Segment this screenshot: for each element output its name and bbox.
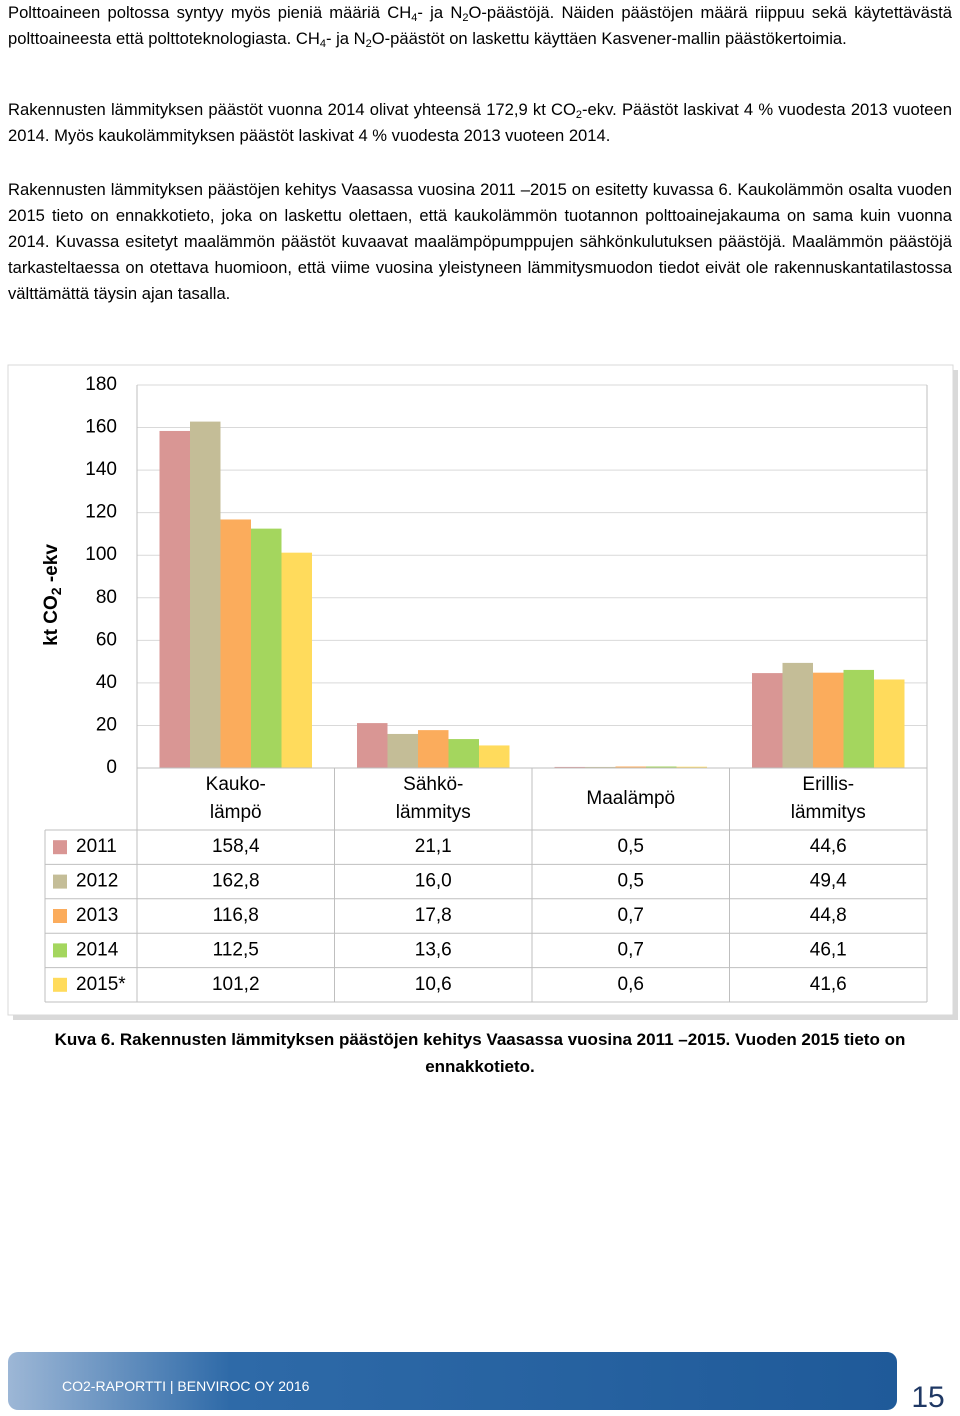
legend-swatch bbox=[53, 909, 67, 923]
bar bbox=[357, 723, 388, 768]
data-label: 112,5 bbox=[213, 939, 259, 960]
category-label: Erillis-lämmitys bbox=[791, 774, 866, 823]
legend-label: 2014 bbox=[76, 939, 119, 960]
data-label: 10,6 bbox=[415, 974, 452, 995]
y-axis-label: kt CO2 -ekv bbox=[41, 544, 64, 646]
category-label: Maalämpö bbox=[586, 788, 675, 809]
label-run: -ekv bbox=[41, 544, 62, 588]
chart: 0 20 40 60 80 100 120 140 160 180 kt CO2 -ekv Kauko… bbox=[7, 364, 958, 1020]
legend-swatch bbox=[53, 874, 67, 889]
y-tick-label: 0 bbox=[106, 757, 117, 778]
data-label: 13,6 bbox=[415, 939, 452, 960]
data-label: 0,6 bbox=[618, 974, 644, 995]
data-label: 158,4 bbox=[212, 836, 260, 857]
page-number: 15 bbox=[911, 1381, 944, 1414]
y-tick-label: 100 bbox=[85, 544, 117, 565]
label-run: kt CO bbox=[41, 595, 62, 646]
data-label: 49,4 bbox=[810, 871, 847, 892]
text-run: Rakennusten lämmityksen päästöjen kehity… bbox=[8, 180, 952, 303]
y-tick-label: 80 bbox=[96, 587, 117, 608]
data-label: 21,1 bbox=[415, 836, 452, 857]
subscript: 4 bbox=[411, 12, 418, 24]
bar bbox=[281, 552, 312, 768]
bar bbox=[615, 766, 646, 768]
data-label: 0,5 bbox=[618, 836, 644, 857]
bar bbox=[387, 733, 418, 768]
bar bbox=[251, 528, 282, 768]
bar bbox=[418, 730, 449, 768]
data-label: 0,7 bbox=[618, 905, 644, 926]
text-run: O-päästöt on laskettu käyttäen Kasvener-… bbox=[371, 29, 847, 48]
category-label: Kauko-lämpö bbox=[206, 774, 266, 823]
text-run: -ekv. Päästöt laskivat 4 % vuodesta 2013… bbox=[8, 100, 952, 145]
caption: Kuva 6. Rakennusten lämmityksen päästöje… bbox=[54, 1030, 906, 1076]
legend-label: 2012 bbox=[76, 871, 118, 892]
footer-report: CO2-RAPORTTI | BENVIROC OY 2016 bbox=[62, 1378, 310, 1394]
y-tick-label: 140 bbox=[85, 459, 117, 480]
bar bbox=[752, 673, 783, 768]
y-tick-label: 120 bbox=[85, 502, 117, 523]
y-tick-label: 160 bbox=[85, 417, 117, 438]
bar bbox=[448, 739, 479, 768]
data-label: 41,6 bbox=[810, 974, 847, 995]
subscript: 2 bbox=[575, 109, 583, 121]
data-label: 116,8 bbox=[213, 905, 259, 926]
bar bbox=[813, 672, 844, 768]
data-label: 101,2 bbox=[212, 974, 260, 995]
y-tick-label: 60 bbox=[96, 629, 117, 650]
subscript: 2 bbox=[48, 587, 64, 595]
subscript: 4 bbox=[319, 38, 326, 50]
bar bbox=[676, 766, 707, 768]
data-label: 0,7 bbox=[618, 939, 644, 960]
legend-label: 2013 bbox=[76, 905, 118, 926]
data-label: 162,8 bbox=[212, 871, 260, 892]
text-run: Polttoaineen poltossa syntyy myös pieniä… bbox=[8, 3, 412, 22]
data-label: 17,8 bbox=[415, 905, 452, 926]
bar bbox=[220, 519, 251, 768]
legend-label: 2015* bbox=[76, 974, 126, 995]
paragraph: Rakennusten lämmityksen päästöt vuonna 2… bbox=[8, 97, 952, 149]
y-tick-label: 20 bbox=[96, 714, 117, 735]
legend-swatch bbox=[53, 977, 67, 992]
y-tick-label: 40 bbox=[96, 672, 117, 693]
legend-swatch bbox=[53, 840, 67, 855]
footer: CO2-RAPORTTI | BENVIROC OY 2016 15 bbox=[8, 1352, 945, 1414]
paragraph: Rakennusten lämmityksen päästöjen kehity… bbox=[8, 177, 952, 307]
bar bbox=[585, 766, 616, 768]
text-run: Rakennusten lämmityksen päästöt vuonna 2… bbox=[8, 100, 576, 119]
legend-label: 2011 bbox=[76, 836, 117, 857]
bar bbox=[159, 430, 190, 768]
bar bbox=[479, 745, 510, 768]
paragraph: Polttoaineen poltossa syntyy myös pieniä… bbox=[8, 0, 952, 52]
text-run: O-päästöjä. Näiden päästöjen määrä riipp… bbox=[8, 3, 952, 48]
data-label: 44,6 bbox=[810, 836, 847, 857]
bar bbox=[782, 662, 813, 768]
data-label: 44,8 bbox=[810, 905, 847, 926]
data-label: 16,0 bbox=[415, 871, 452, 892]
y-tick-label: 180 bbox=[85, 374, 117, 395]
subscript: 2 bbox=[365, 38, 372, 50]
text-run: - ja N bbox=[417, 3, 463, 22]
bar bbox=[843, 669, 874, 768]
text-run: - ja N bbox=[325, 29, 366, 48]
footer-banner bbox=[8, 1352, 897, 1410]
data-label: 46,1 bbox=[810, 939, 847, 960]
bar bbox=[874, 679, 905, 768]
legend-swatch bbox=[53, 943, 67, 958]
bar bbox=[554, 766, 585, 768]
data-label: 0,5 bbox=[618, 871, 644, 892]
bar bbox=[646, 766, 677, 768]
subscript: 2 bbox=[462, 12, 469, 24]
bar bbox=[190, 421, 221, 768]
category-label: Sähkö-lämmitys bbox=[396, 774, 471, 823]
